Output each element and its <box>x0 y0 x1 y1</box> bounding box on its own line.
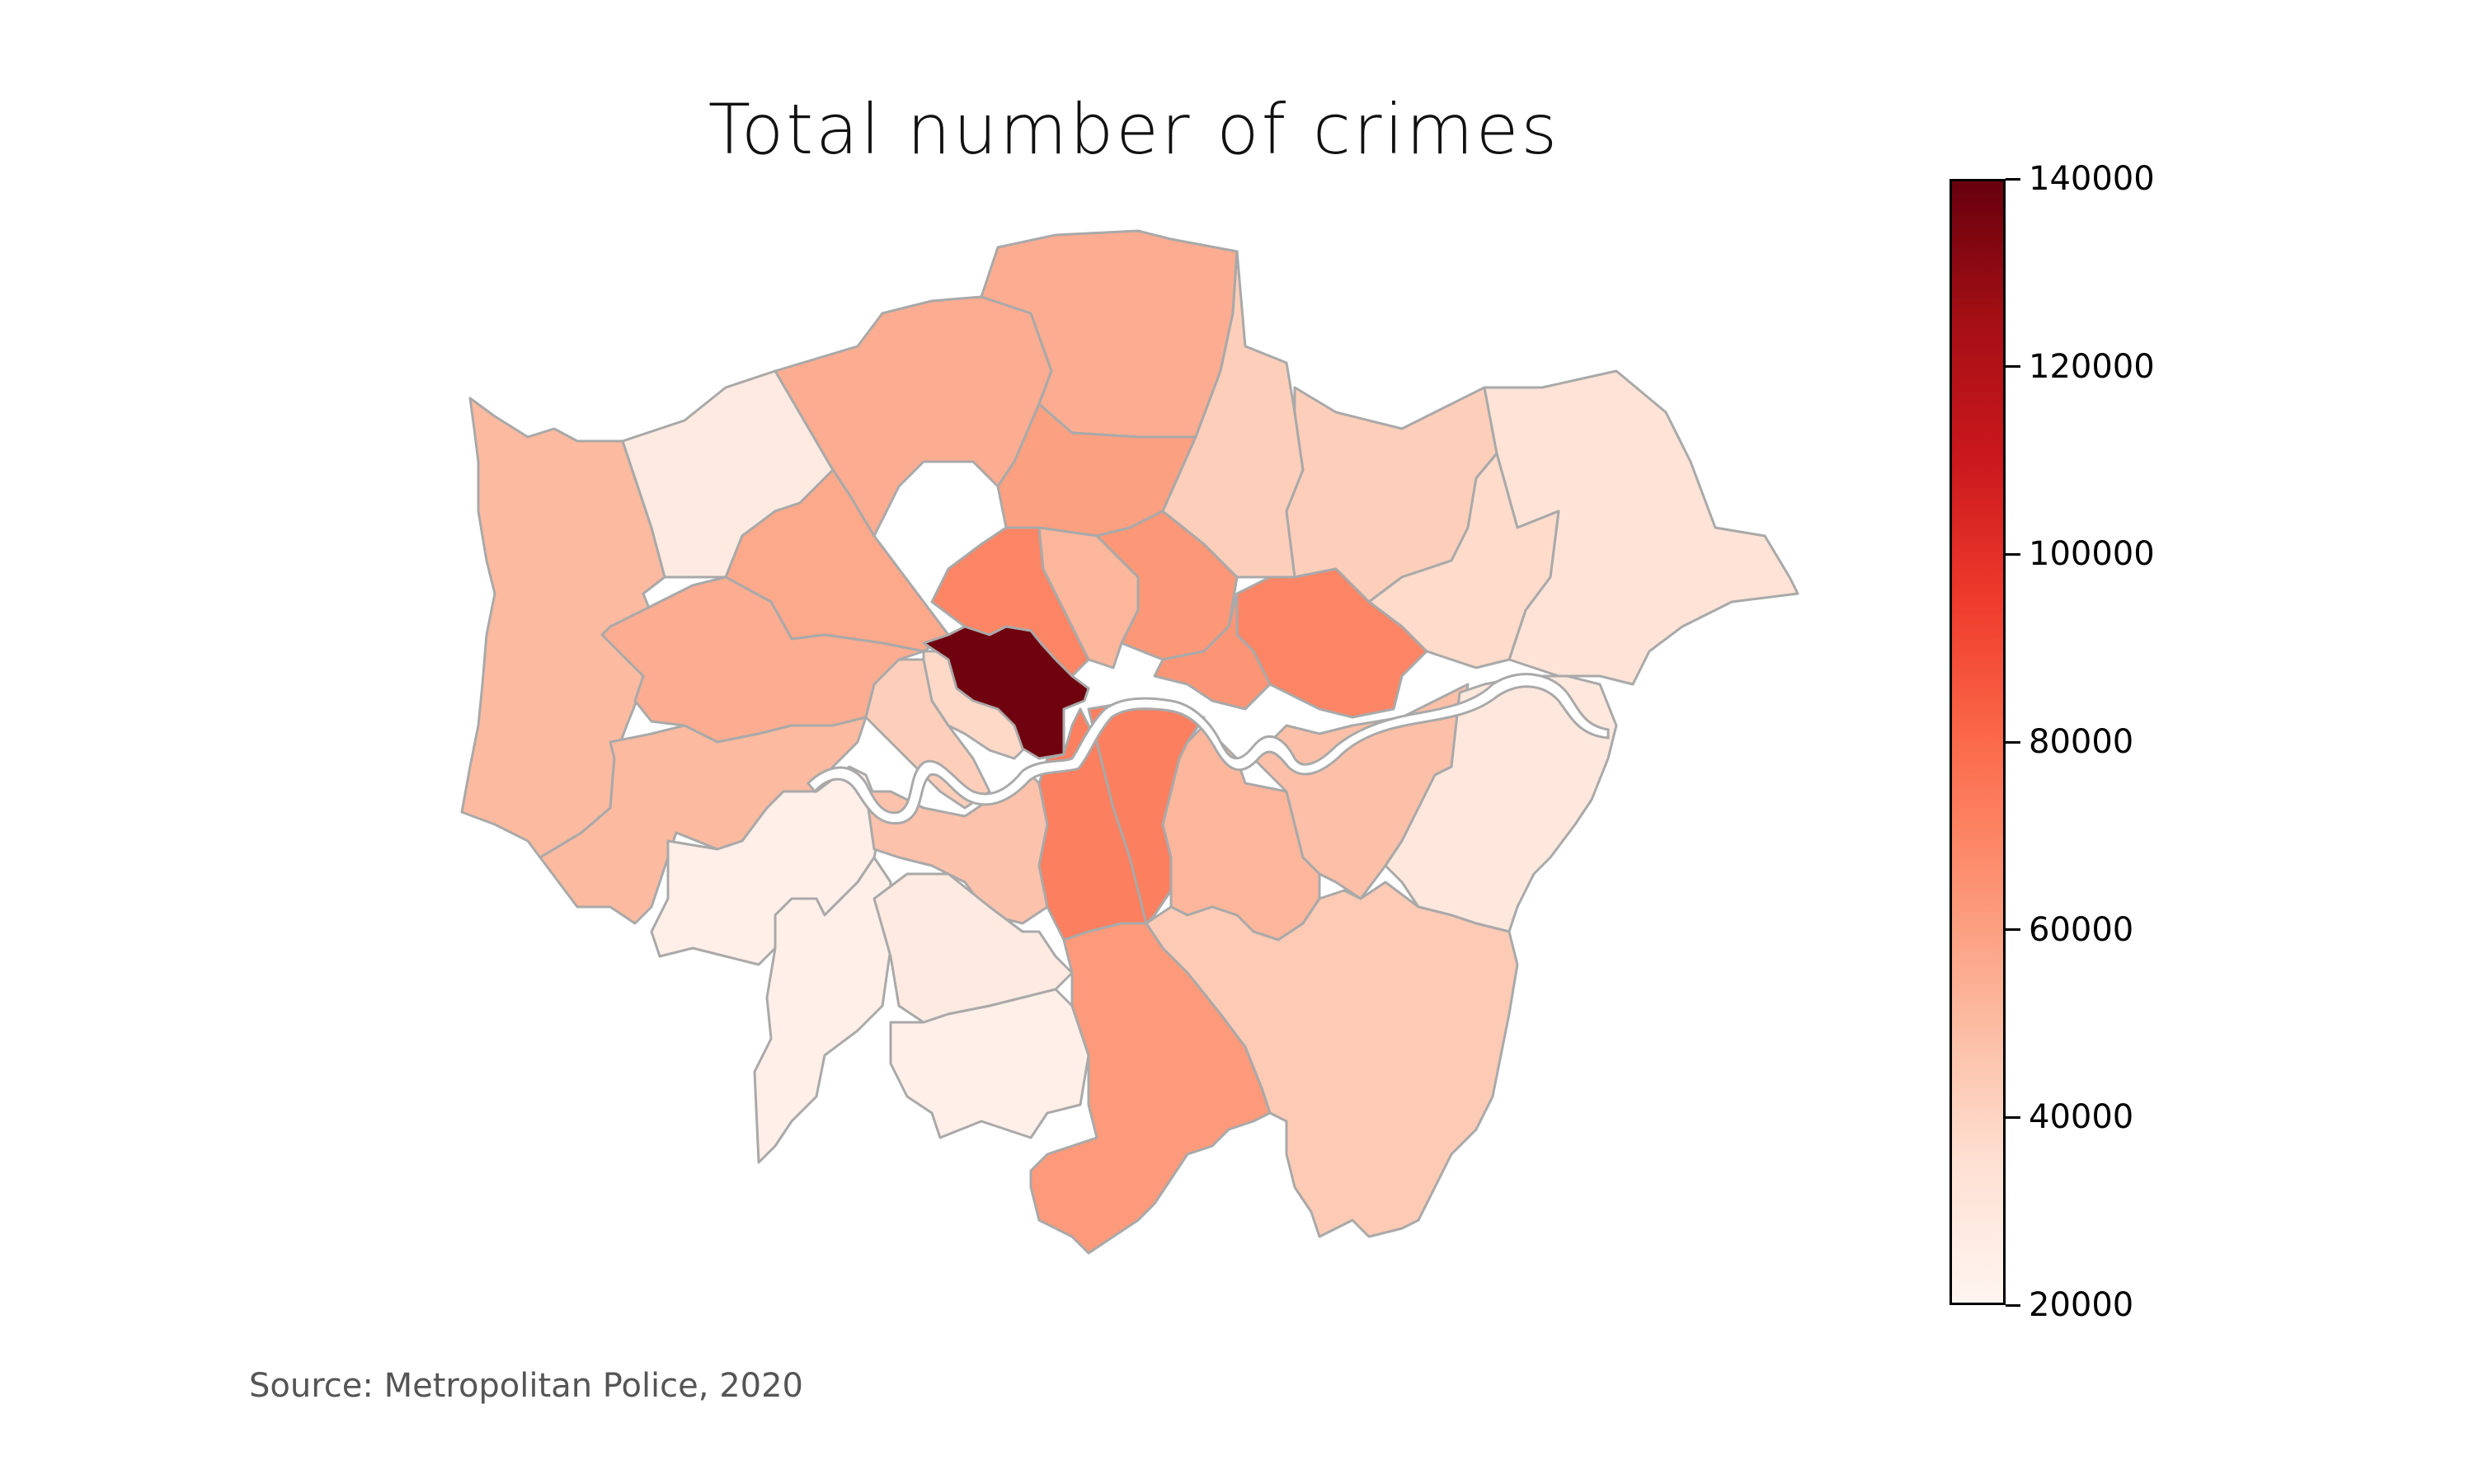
borough-merton[interactable] <box>872 872 1074 1024</box>
river-thames <box>806 673 1610 825</box>
colorbar-tick <box>2006 177 2020 181</box>
colorbar-tick-label: 100000 <box>2029 535 2155 574</box>
colorbar-tick <box>2006 740 2020 744</box>
borough-croydon[interactable] <box>1029 922 1272 1255</box>
colorbar-tick <box>2006 928 2020 932</box>
colorbar-tick-label: 40000 <box>2029 1098 2134 1137</box>
borough-tower-hamlets[interactable] <box>1153 592 1272 711</box>
colorbar-tick <box>2006 1303 2020 1307</box>
map-title: Total number of crimes <box>708 89 1560 170</box>
colorbar-tick-label: 80000 <box>2029 723 2134 761</box>
colorbar-tick-label: 120000 <box>2029 347 2155 386</box>
source-note: Source: Metropolitan Police, 2020 <box>249 1367 803 1405</box>
borough-westminster[interactable] <box>922 625 1090 760</box>
colorbar-tick <box>2006 1115 2020 1119</box>
borough-sutton[interactable] <box>889 988 1090 1139</box>
borough-kingston[interactable] <box>753 856 892 1164</box>
colorbar-tick <box>2006 365 2020 369</box>
colorbar-tick-label: 20000 <box>2029 1286 2134 1324</box>
colorbar-tick <box>2006 552 2020 556</box>
colorbar-tick-label: 140000 <box>2029 160 2155 198</box>
colorbar <box>1950 179 2006 1305</box>
colorbar-tick-label: 60000 <box>2029 910 2134 949</box>
borough-bexley[interactable] <box>1384 674 1618 933</box>
